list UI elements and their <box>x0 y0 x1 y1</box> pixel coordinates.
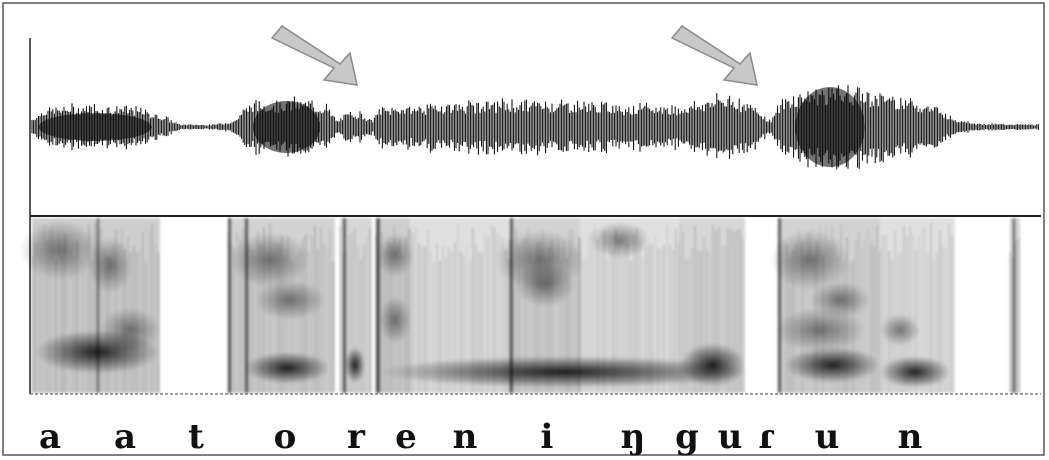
segment-label-1: a <box>39 417 61 457</box>
segment-label-11: u <box>718 417 743 457</box>
segment-label-12: ɾ <box>758 417 774 457</box>
spectrogram-formant-2 <box>88 237 132 293</box>
spectrogram-formant-4 <box>230 232 310 288</box>
waveform-trace <box>31 85 1039 170</box>
spectrogram-edge-3 <box>245 218 248 393</box>
spectrogram-formant-1 <box>20 220 100 280</box>
spectrogram-panel <box>20 216 1041 395</box>
spectrogram-edge-5 <box>376 218 380 393</box>
segment-label-2: a <box>114 417 136 457</box>
spectrogram-band-5 <box>785 347 880 383</box>
segment-label-8: i <box>541 417 554 457</box>
segment-label-4: o <box>274 417 297 457</box>
arrow-1-shape <box>270 25 358 86</box>
arrow-2 <box>670 25 758 86</box>
spectrogram-edge-4 <box>343 218 346 393</box>
waveform-core-2 <box>795 87 865 167</box>
spectrogram-formant-12 <box>775 308 865 352</box>
spectrogram-edge-7 <box>778 218 781 393</box>
segment-label-6: e <box>395 417 417 457</box>
spectrogram-formant-11 <box>770 230 850 290</box>
waveform-path <box>31 85 1039 170</box>
spectrogram-formant-6 <box>377 233 413 277</box>
segment-label-10: g <box>675 417 699 457</box>
spectrogram-edge-8 <box>1013 218 1015 393</box>
segment-label-9: ŋ <box>621 417 646 457</box>
spectrogram-formant-14 <box>880 314 920 346</box>
spectrogram-formant-13 <box>810 282 870 318</box>
spectrogram-formant-3 <box>100 308 160 352</box>
spectrogram-formant-5 <box>255 280 325 320</box>
spectrogram-edge-2 <box>228 218 231 393</box>
waveform-panel <box>29 38 1041 217</box>
spectrogram-formant-10 <box>590 222 650 258</box>
spectrogram-band-7 <box>345 347 365 383</box>
spectrogram-band-3 <box>380 356 750 388</box>
spectrogram-band-4 <box>680 343 745 387</box>
spectrogram-band-6 <box>880 356 950 388</box>
segment-label-13: u <box>815 417 840 457</box>
waveform-core-1 <box>253 101 320 153</box>
spectrogram-image <box>20 218 1020 393</box>
segment-labels: a a t o r e n i ŋ g u ɾ u n <box>39 417 922 457</box>
segment-label-14: n <box>898 417 923 457</box>
spectrogram-formant-7 <box>379 296 411 344</box>
spectrogram-formant-9 <box>515 263 575 307</box>
spectrogram-edge-1 <box>97 218 99 393</box>
segment-label-3: t <box>188 417 204 457</box>
waveform-core-3 <box>38 113 152 141</box>
segment-label-5: r <box>347 417 366 457</box>
arrow-2-shape <box>670 25 758 86</box>
spectrogram-edge-6 <box>510 218 513 393</box>
spectrogram-band-2 <box>245 352 330 384</box>
segment-label-7: n <box>453 417 478 457</box>
arrow-1 <box>270 25 358 86</box>
